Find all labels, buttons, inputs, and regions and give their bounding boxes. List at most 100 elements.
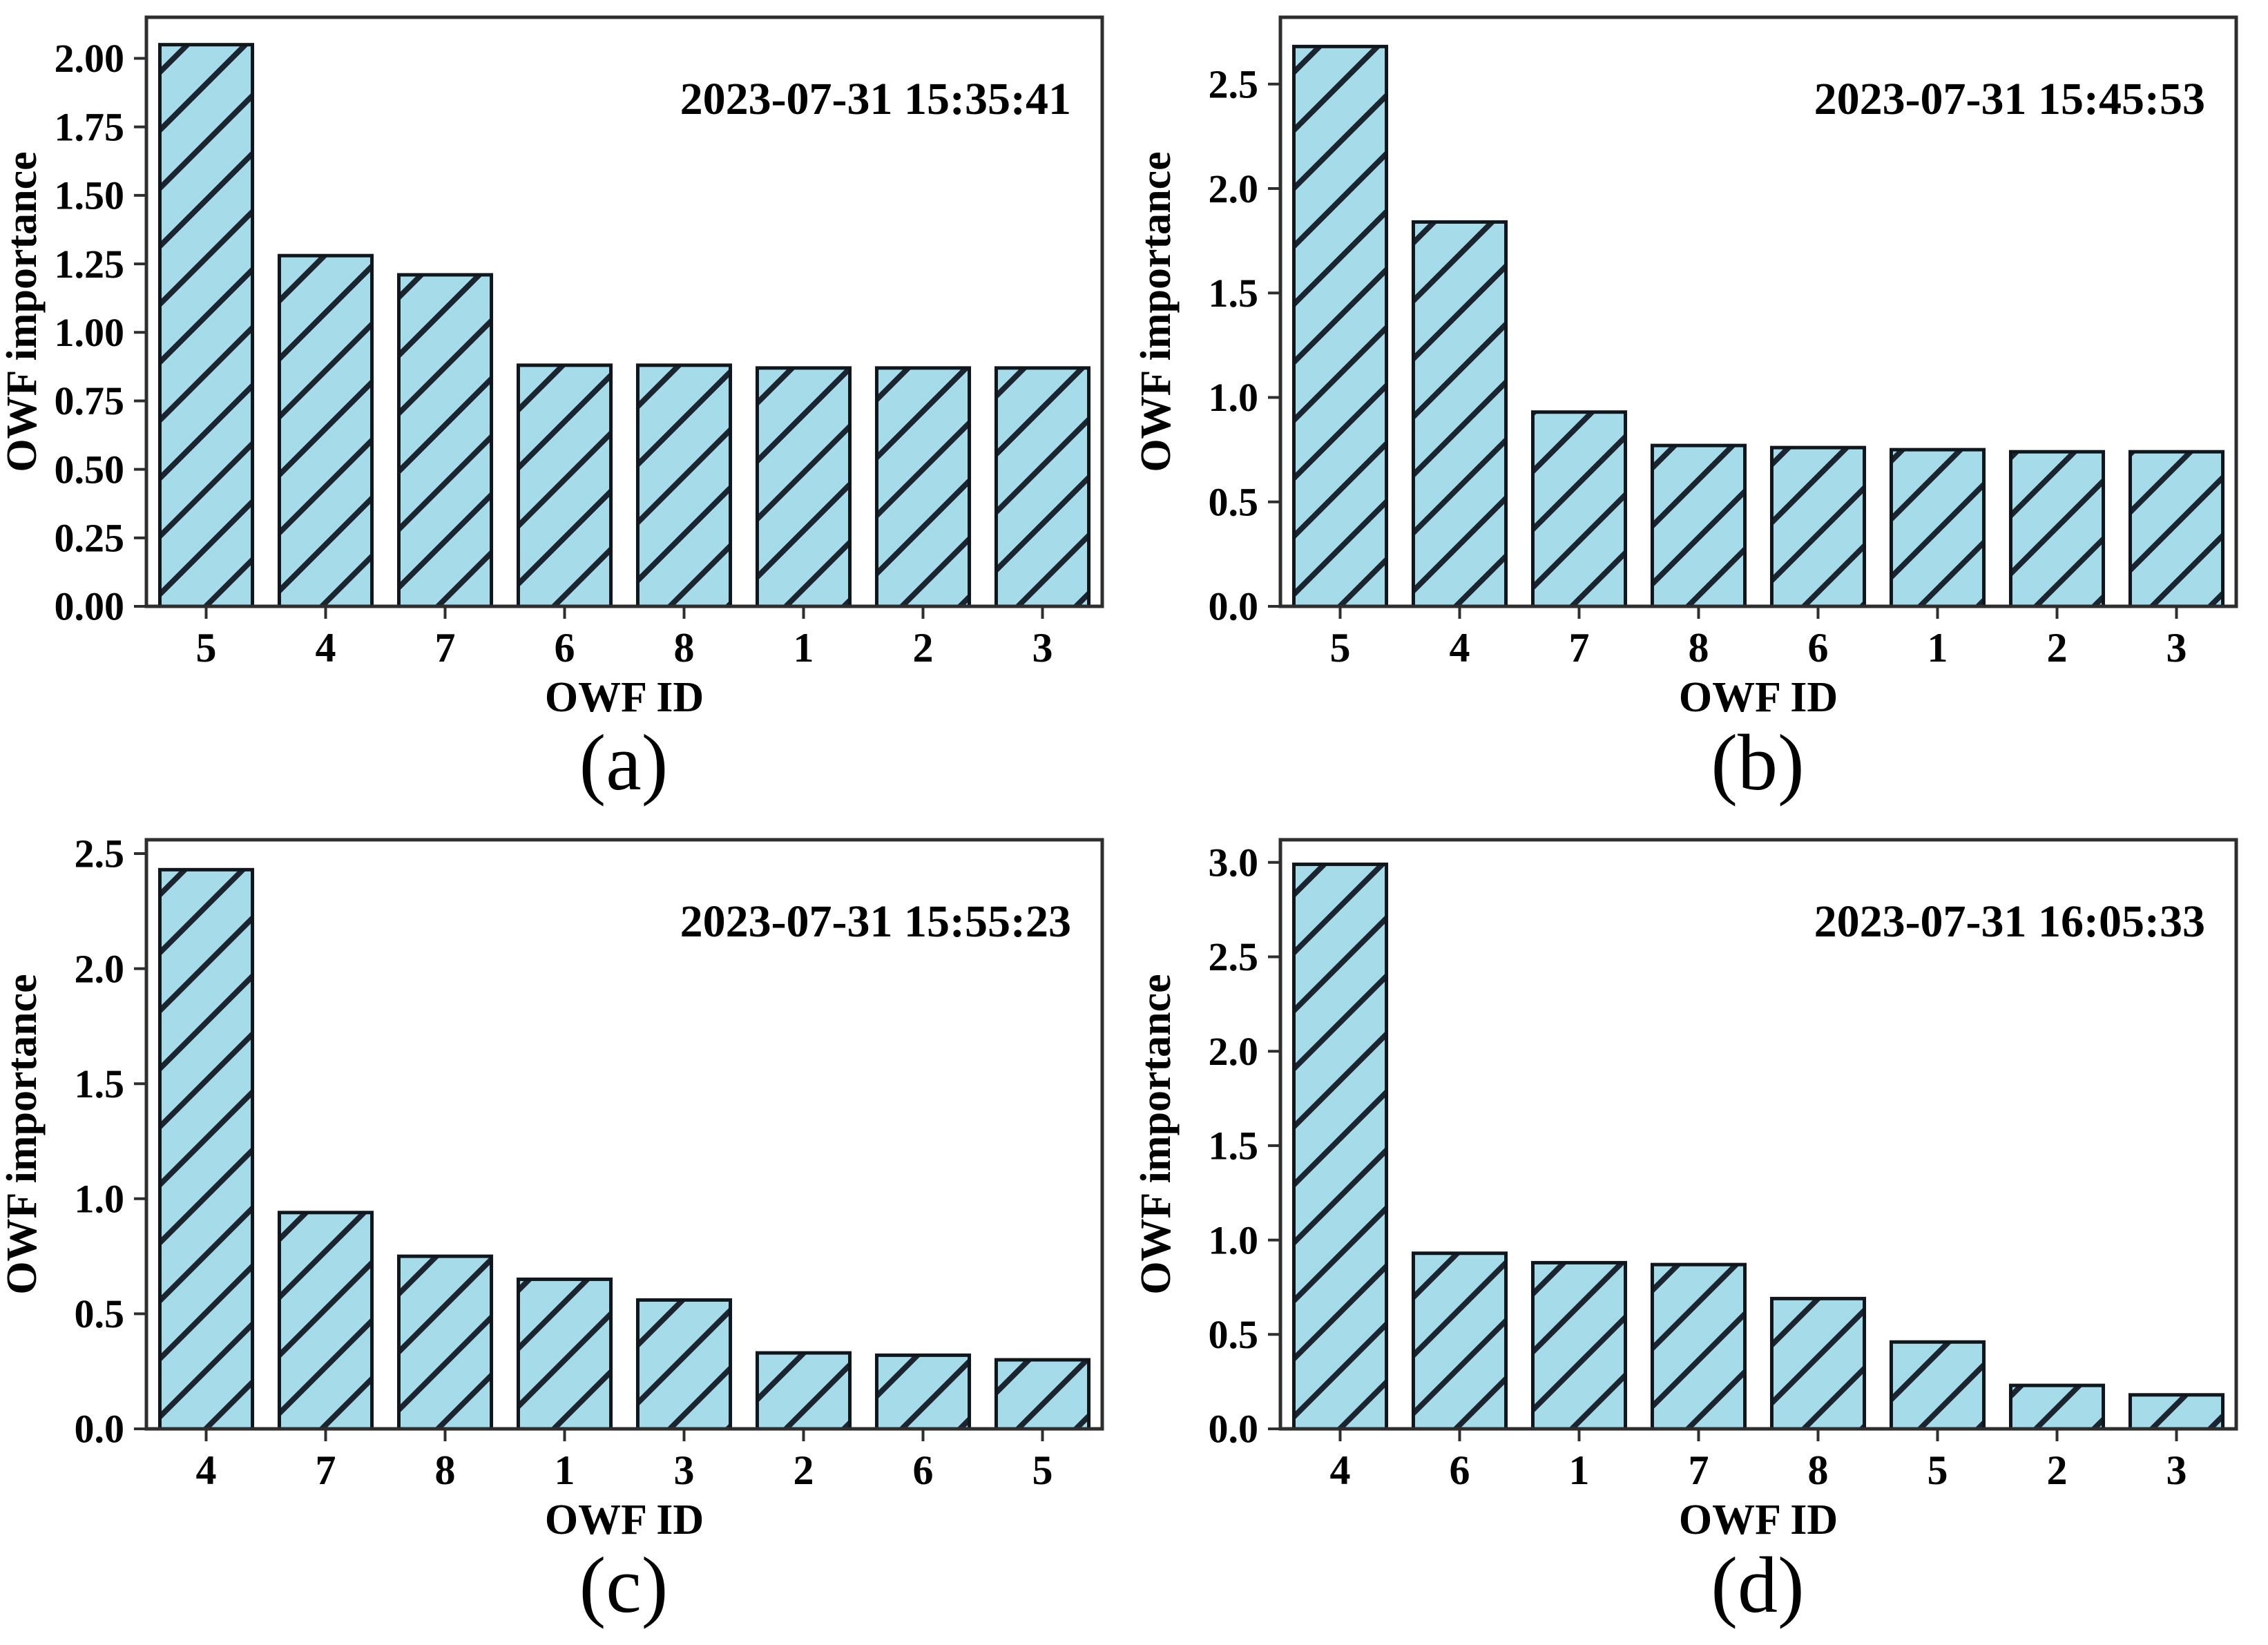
panel-b: 0.0 0.5 1.0 1.5 2.0 2.5 5 4 7 8 6 1 2 3 OWF ID OWF impo… (1134, 0, 2268, 822)
bar-hatch (637, 365, 731, 606)
y-tick-label: 1.5 (1209, 271, 1259, 316)
axes-frame (1278, 15, 2238, 608)
y-tick-label: 0.75 (55, 378, 125, 423)
bar-hatch (1413, 222, 1506, 606)
x-tick-label: 1 (1569, 1447, 1590, 1493)
panel-caption-a: (a) (579, 719, 669, 807)
bar-hatch (1532, 412, 1626, 606)
bar-hatch (1652, 445, 1745, 606)
x-tick-label: 4 (1330, 1447, 1351, 1493)
y-tick-label: 0.0 (1209, 584, 1259, 629)
x-tick-label: 5 (1928, 1447, 1948, 1493)
y-tick-label: 1.25 (55, 242, 125, 287)
bar-hatch (279, 1212, 372, 1429)
y-tick-label: 0.25 (55, 516, 125, 561)
x-axis-label: OWF ID (1679, 1497, 1838, 1541)
y-tick-label: 2.0 (1209, 1029, 1259, 1074)
y-tick-label: 0.5 (1209, 479, 1259, 524)
bar-hatch (279, 256, 372, 606)
bar-hatch (1771, 448, 1865, 606)
bar-hatch (518, 1279, 611, 1429)
x-tick-label: 8 (1808, 1447, 1829, 1493)
y-tick-label: 3.0 (1209, 840, 1259, 885)
x-tick-label: 6 (1450, 1447, 1470, 1493)
bar-hatch (2130, 1394, 2223, 1429)
panel-caption-d: (d) (1711, 1541, 1805, 1630)
bar-hatch (1771, 1298, 1865, 1429)
x-tick-label: 4 (196, 1447, 217, 1493)
x-tick-label: 7 (1569, 625, 1590, 671)
axes-frame (144, 15, 1104, 608)
axes-frame (144, 838, 1104, 1431)
y-tick-label: 1.0 (75, 1177, 125, 1222)
x-tick-label: 1 (1928, 625, 1948, 671)
timestamp-annotation: 2023-07-31 15:45:53 (1814, 74, 2205, 124)
panel-caption-b: (b) (1711, 719, 1805, 807)
x-tick-label: 2 (913, 625, 934, 671)
x-tick-label: 7 (316, 1447, 336, 1493)
x-tick-label: 8 (674, 625, 695, 671)
axes-frame (1278, 838, 2238, 1431)
x-tick-label: 3 (2166, 625, 2187, 671)
bar-hatch (2010, 1385, 2104, 1429)
y-tick-label: 2.5 (1209, 62, 1259, 107)
x-tick-label: 3 (2166, 1447, 2187, 1493)
bar-hatch (996, 1360, 1089, 1429)
y-tick-label: 2.00 (55, 36, 125, 81)
x-tick-label: 2 (794, 1447, 814, 1493)
x-tick-label: 2 (2047, 625, 2068, 671)
x-tick-label: 8 (1689, 625, 1709, 671)
x-tick-label: 4 (1450, 625, 1470, 671)
bar-hatch (1652, 1264, 1745, 1429)
bar-hatch (757, 367, 850, 606)
x-tick-label: 7 (435, 625, 456, 671)
y-tick-label: 2.0 (75, 946, 125, 991)
bar-chart-panel-d: 0.0 0.5 1.0 1.5 2.0 2.5 3.0 4 6 1 7 8 5 2 3 OWF ID OWF i… (1134, 822, 2268, 1541)
panel-d: 0.0 0.5 1.0 1.5 2.0 2.5 3.0 4 6 1 7 8 5 2 3 OWF ID OWF i… (1134, 822, 2268, 1645)
x-tick-label: 5 (196, 625, 217, 671)
bar-hatch (160, 869, 253, 1429)
timestamp-annotation: 2023-07-31 15:55:23 (680, 896, 1071, 947)
y-tick-label: 1.0 (1209, 375, 1259, 420)
panel-c: 0.0 0.5 1.0 1.5 2.0 2.5 4 7 8 1 3 2 6 5 OWF ID OWF impo… (0, 822, 1134, 1645)
y-tick-label: 0.5 (1209, 1312, 1259, 1357)
bar-hatch (160, 44, 253, 606)
y-tick-label: 0.00 (55, 584, 125, 629)
x-tick-label: 3 (1032, 625, 1053, 671)
y-tick-label: 1.00 (55, 310, 125, 355)
y-tick-label: 2.0 (1209, 166, 1259, 211)
panel-a: 0.00 0.25 0.50 0.75 1.00 1.25 1.50 1.75 2.00 5 4 7 6… (0, 0, 1134, 822)
bar-chart-panel-a: 0.00 0.25 0.50 0.75 1.00 1.25 1.50 1.75 2.00 5 4 7 6… (0, 0, 1134, 718)
y-tick-label: 0.0 (75, 1407, 125, 1452)
y-axis-label: OWF importance (0, 974, 46, 1294)
y-tick-label: 1.5 (1209, 1124, 1259, 1168)
x-axis-label: OWF ID (545, 1497, 704, 1541)
y-axis-label: OWF importance (1134, 974, 1180, 1294)
x-tick-label: 8 (435, 1447, 456, 1493)
x-tick-label: 7 (1689, 1447, 1709, 1493)
bar-hatch (398, 274, 492, 606)
x-tick-label: 6 (1808, 625, 1829, 671)
x-tick-label: 1 (794, 625, 814, 671)
y-tick-label: 0.0 (1209, 1407, 1259, 1452)
y-tick-label: 1.50 (55, 173, 125, 218)
bar-chart-panel-c: 0.0 0.5 1.0 1.5 2.0 2.5 4 7 8 1 3 2 6 5 OWF ID OWF impo… (0, 822, 1134, 1541)
x-tick-label: 1 (555, 1447, 575, 1493)
timestamp-annotation: 2023-07-31 16:05:33 (1814, 896, 2205, 947)
x-tick-label: 4 (316, 625, 336, 671)
x-tick-label: 3 (674, 1447, 695, 1493)
x-tick-label: 5 (1032, 1447, 1053, 1493)
x-tick-label: 2 (2047, 1447, 2068, 1493)
y-tick-label: 0.50 (55, 447, 125, 492)
x-tick-label: 6 (913, 1447, 934, 1493)
bar-hatch (1891, 450, 1984, 606)
bar-hatch (996, 367, 1089, 606)
bar-hatch (876, 1355, 970, 1429)
bar-hatch (1294, 864, 1387, 1429)
panel-caption-c: (c) (579, 1541, 669, 1630)
bar-hatch (876, 367, 970, 606)
x-axis-label: OWF ID (1679, 674, 1838, 718)
bar-hatch (2010, 452, 2104, 606)
bar-hatch (637, 1300, 731, 1429)
